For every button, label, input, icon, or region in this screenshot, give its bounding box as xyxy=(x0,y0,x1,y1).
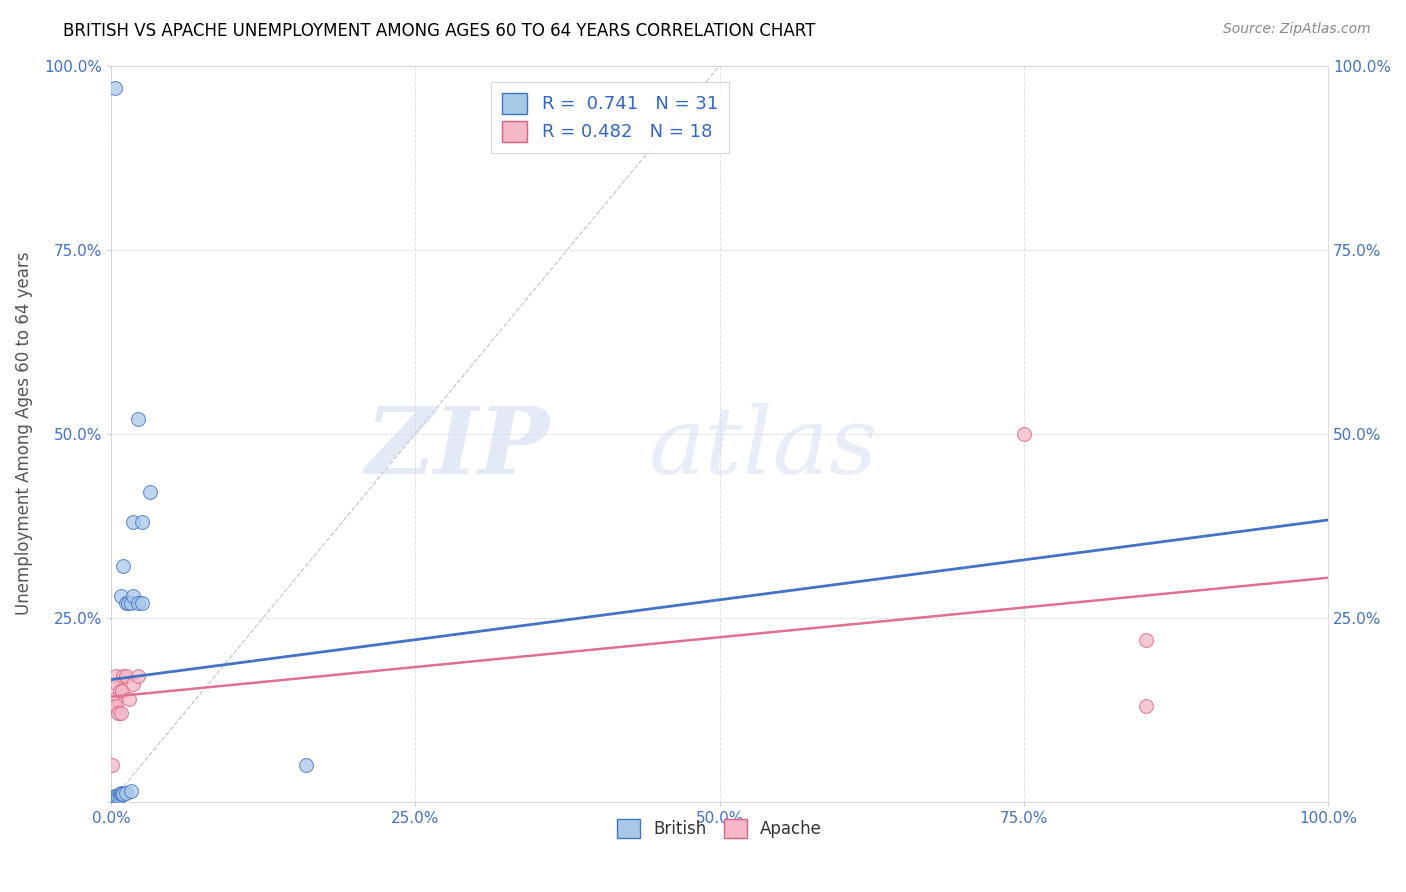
Point xyxy=(108,684,131,698)
Point xyxy=(104,691,127,706)
Point xyxy=(118,691,141,706)
Point xyxy=(117,596,139,610)
Point xyxy=(1135,698,1157,713)
Point xyxy=(105,789,128,803)
Point xyxy=(114,669,136,683)
Text: Source: ZipAtlas.com: Source: ZipAtlas.com xyxy=(1223,22,1371,37)
Point xyxy=(105,789,128,804)
Point xyxy=(112,787,135,801)
Point xyxy=(108,789,131,803)
Point xyxy=(127,596,149,610)
Point xyxy=(1012,426,1035,441)
Point xyxy=(111,787,134,801)
Point xyxy=(120,596,142,610)
Point xyxy=(104,791,127,805)
Text: atlas: atlas xyxy=(648,403,877,493)
Point xyxy=(103,698,125,713)
Point xyxy=(111,684,134,698)
Point xyxy=(114,596,136,610)
Point xyxy=(104,80,127,95)
Point xyxy=(120,783,142,797)
Point xyxy=(1135,632,1157,647)
Text: ZIP: ZIP xyxy=(366,403,550,493)
Point xyxy=(105,791,128,805)
Text: BRITISH VS APACHE UNEMPLOYMENT AMONG AGES 60 TO 64 YEARS CORRELATION CHART: BRITISH VS APACHE UNEMPLOYMENT AMONG AGE… xyxy=(63,22,815,40)
Point xyxy=(105,698,128,713)
Point xyxy=(103,791,125,805)
Point xyxy=(131,596,153,610)
Point xyxy=(122,515,145,529)
Point xyxy=(110,787,132,801)
Legend: British, Apache: British, Apache xyxy=(610,813,830,845)
Point xyxy=(104,789,127,804)
Point xyxy=(127,669,149,683)
Point xyxy=(105,669,128,683)
Point xyxy=(122,677,145,691)
Point xyxy=(110,706,132,721)
Point xyxy=(122,589,145,603)
Point xyxy=(127,412,149,426)
Point xyxy=(295,757,318,772)
Point xyxy=(131,515,153,529)
Point xyxy=(110,589,132,603)
Point xyxy=(114,786,136,800)
Y-axis label: Unemployment Among Ages 60 to 64 years: Unemployment Among Ages 60 to 64 years xyxy=(15,252,32,615)
Point xyxy=(110,786,132,800)
Point xyxy=(112,559,135,574)
Point xyxy=(105,791,128,805)
Point xyxy=(139,485,162,500)
Point xyxy=(101,757,124,772)
Point xyxy=(107,790,129,805)
Point xyxy=(105,677,128,691)
Point xyxy=(101,791,124,805)
Point xyxy=(107,706,129,721)
Point xyxy=(112,669,135,683)
